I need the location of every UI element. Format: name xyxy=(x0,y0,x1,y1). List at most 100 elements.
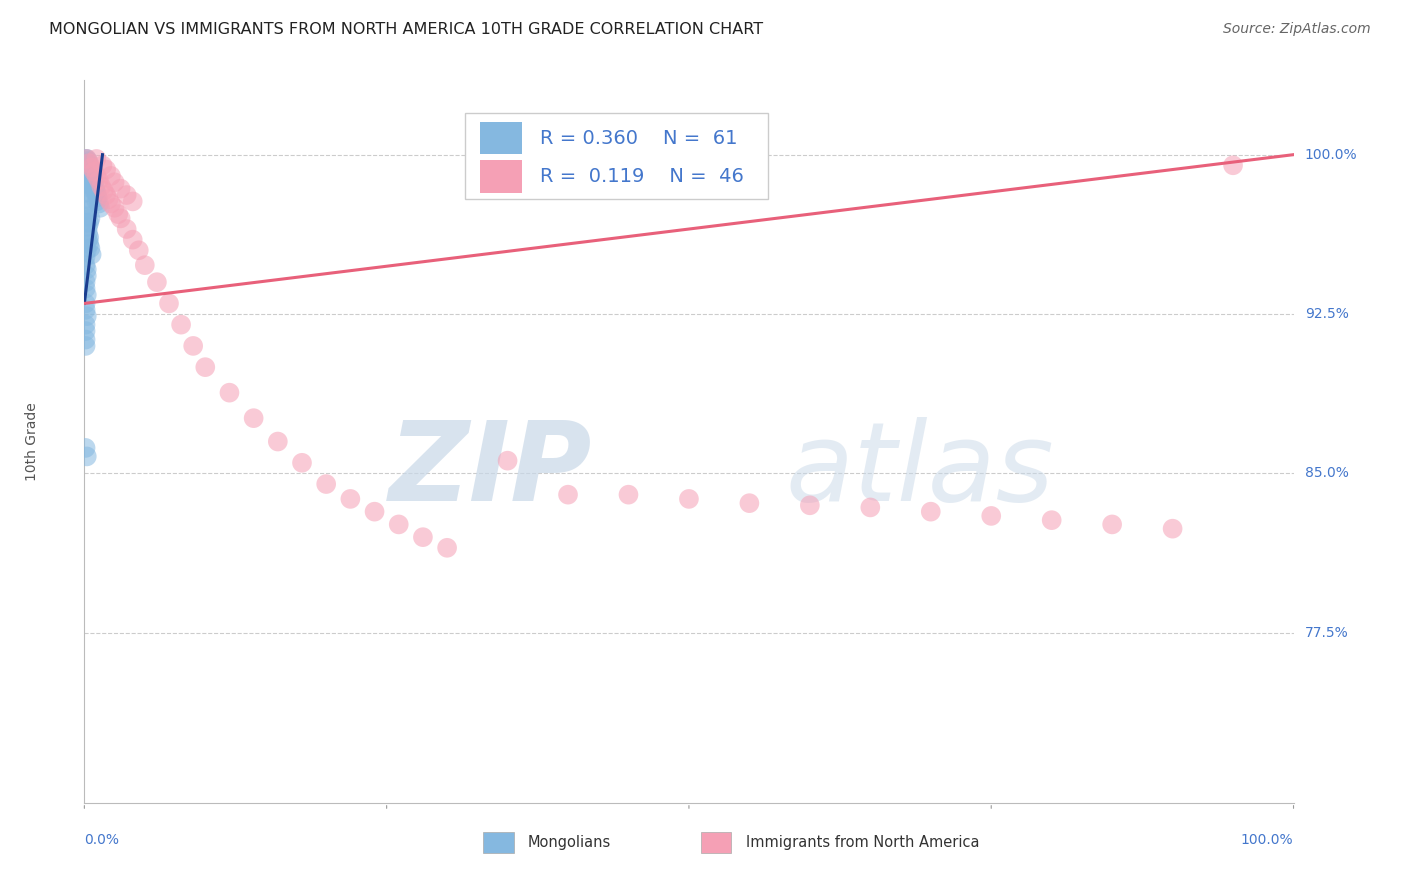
Point xyxy=(315,477,337,491)
Point xyxy=(87,196,110,211)
Point xyxy=(86,169,108,183)
Point xyxy=(1222,158,1244,172)
Point xyxy=(170,318,193,332)
Point xyxy=(617,488,640,502)
Point xyxy=(82,179,104,194)
Point xyxy=(77,236,100,251)
Point xyxy=(76,268,98,283)
Text: 100.0%: 100.0% xyxy=(1241,833,1294,847)
Point xyxy=(75,318,97,332)
Point xyxy=(77,216,100,230)
Text: 92.5%: 92.5% xyxy=(1305,307,1348,321)
Point xyxy=(76,158,98,172)
Point xyxy=(76,162,98,177)
Point xyxy=(76,216,98,230)
Point xyxy=(91,158,114,172)
Point xyxy=(86,186,108,200)
Point xyxy=(388,517,411,532)
Point xyxy=(75,199,97,213)
Point xyxy=(496,453,519,467)
Point xyxy=(79,241,101,255)
Text: 85.0%: 85.0% xyxy=(1305,467,1348,481)
Point xyxy=(436,541,458,555)
Point xyxy=(181,339,204,353)
Point xyxy=(100,169,122,183)
Point xyxy=(76,202,98,217)
FancyBboxPatch shape xyxy=(702,831,731,854)
Point xyxy=(77,167,100,181)
Point xyxy=(107,207,129,221)
Point xyxy=(94,188,117,202)
Point xyxy=(75,152,97,166)
Point xyxy=(121,194,143,209)
Point xyxy=(75,179,97,194)
Text: Mongolians: Mongolians xyxy=(529,835,612,850)
Point xyxy=(79,169,101,183)
Point xyxy=(738,496,761,510)
Point xyxy=(76,244,98,258)
Point xyxy=(77,161,100,175)
Point xyxy=(157,296,180,310)
Point xyxy=(79,211,101,226)
Point xyxy=(93,184,115,198)
Point xyxy=(86,194,108,209)
Point xyxy=(90,179,112,194)
Point xyxy=(980,508,1002,523)
Point xyxy=(75,333,97,347)
Point xyxy=(242,411,264,425)
Point xyxy=(557,488,579,502)
Point xyxy=(76,450,98,464)
Point xyxy=(104,175,127,189)
Point xyxy=(80,167,103,181)
Point xyxy=(77,156,100,170)
Point xyxy=(76,262,98,277)
Point xyxy=(76,288,98,302)
Point xyxy=(412,530,434,544)
Point xyxy=(82,171,104,186)
Point xyxy=(134,258,156,272)
Point xyxy=(218,385,240,400)
Point xyxy=(83,184,105,198)
Point xyxy=(77,230,100,244)
Point xyxy=(146,275,169,289)
Text: R =  0.119    N =  46: R = 0.119 N = 46 xyxy=(540,167,744,186)
Point xyxy=(76,152,98,166)
Point xyxy=(104,201,127,215)
Point xyxy=(86,190,108,204)
Point xyxy=(77,227,100,241)
Point xyxy=(128,244,150,258)
Point xyxy=(920,505,942,519)
Point xyxy=(84,181,107,195)
FancyBboxPatch shape xyxy=(465,112,768,200)
Point xyxy=(75,324,97,338)
Point xyxy=(75,250,97,264)
Point xyxy=(80,175,103,189)
Point xyxy=(75,275,97,289)
Point xyxy=(77,164,100,178)
Point xyxy=(75,281,97,295)
Point xyxy=(89,201,111,215)
Text: MONGOLIAN VS IMMIGRANTS FROM NORTH AMERICA 10TH GRADE CORRELATION CHART: MONGOLIAN VS IMMIGRANTS FROM NORTH AMERI… xyxy=(49,22,763,37)
Point xyxy=(110,211,132,226)
Point xyxy=(267,434,290,449)
Text: 0.0%: 0.0% xyxy=(84,833,120,847)
Point xyxy=(76,152,98,166)
Point xyxy=(75,441,97,455)
Point xyxy=(110,181,132,195)
FancyBboxPatch shape xyxy=(484,831,513,854)
Point xyxy=(77,171,100,186)
Point xyxy=(86,152,108,166)
Text: 77.5%: 77.5% xyxy=(1305,626,1348,640)
Text: Source: ZipAtlas.com: Source: ZipAtlas.com xyxy=(1223,22,1371,37)
Point xyxy=(83,164,105,178)
Point xyxy=(859,500,882,515)
Point xyxy=(83,175,105,189)
Point xyxy=(363,505,385,519)
Point xyxy=(75,258,97,272)
Point xyxy=(97,192,120,206)
Point xyxy=(82,179,104,194)
Point xyxy=(79,162,101,177)
Point xyxy=(76,309,98,323)
Point xyxy=(94,162,117,177)
Text: R = 0.360    N =  61: R = 0.360 N = 61 xyxy=(540,128,738,147)
